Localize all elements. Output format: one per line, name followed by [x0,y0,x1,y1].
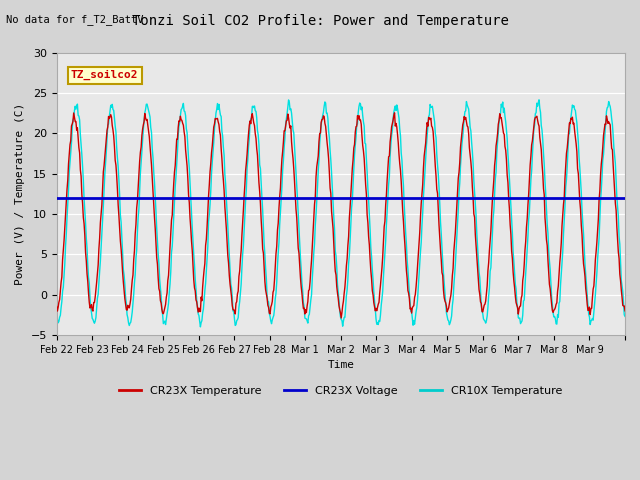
X-axis label: Time: Time [327,360,355,370]
Text: No data for f_T2_BattV: No data for f_T2_BattV [6,14,144,25]
Text: Tonzi Soil CO2 Profile: Power and Temperature: Tonzi Soil CO2 Profile: Power and Temper… [132,14,508,28]
Y-axis label: Power (V) / Temperature (C): Power (V) / Temperature (C) [15,103,25,285]
Legend: CR23X Temperature, CR23X Voltage, CR10X Temperature: CR23X Temperature, CR23X Voltage, CR10X … [115,381,567,400]
Text: TZ_soilco2: TZ_soilco2 [71,70,138,80]
